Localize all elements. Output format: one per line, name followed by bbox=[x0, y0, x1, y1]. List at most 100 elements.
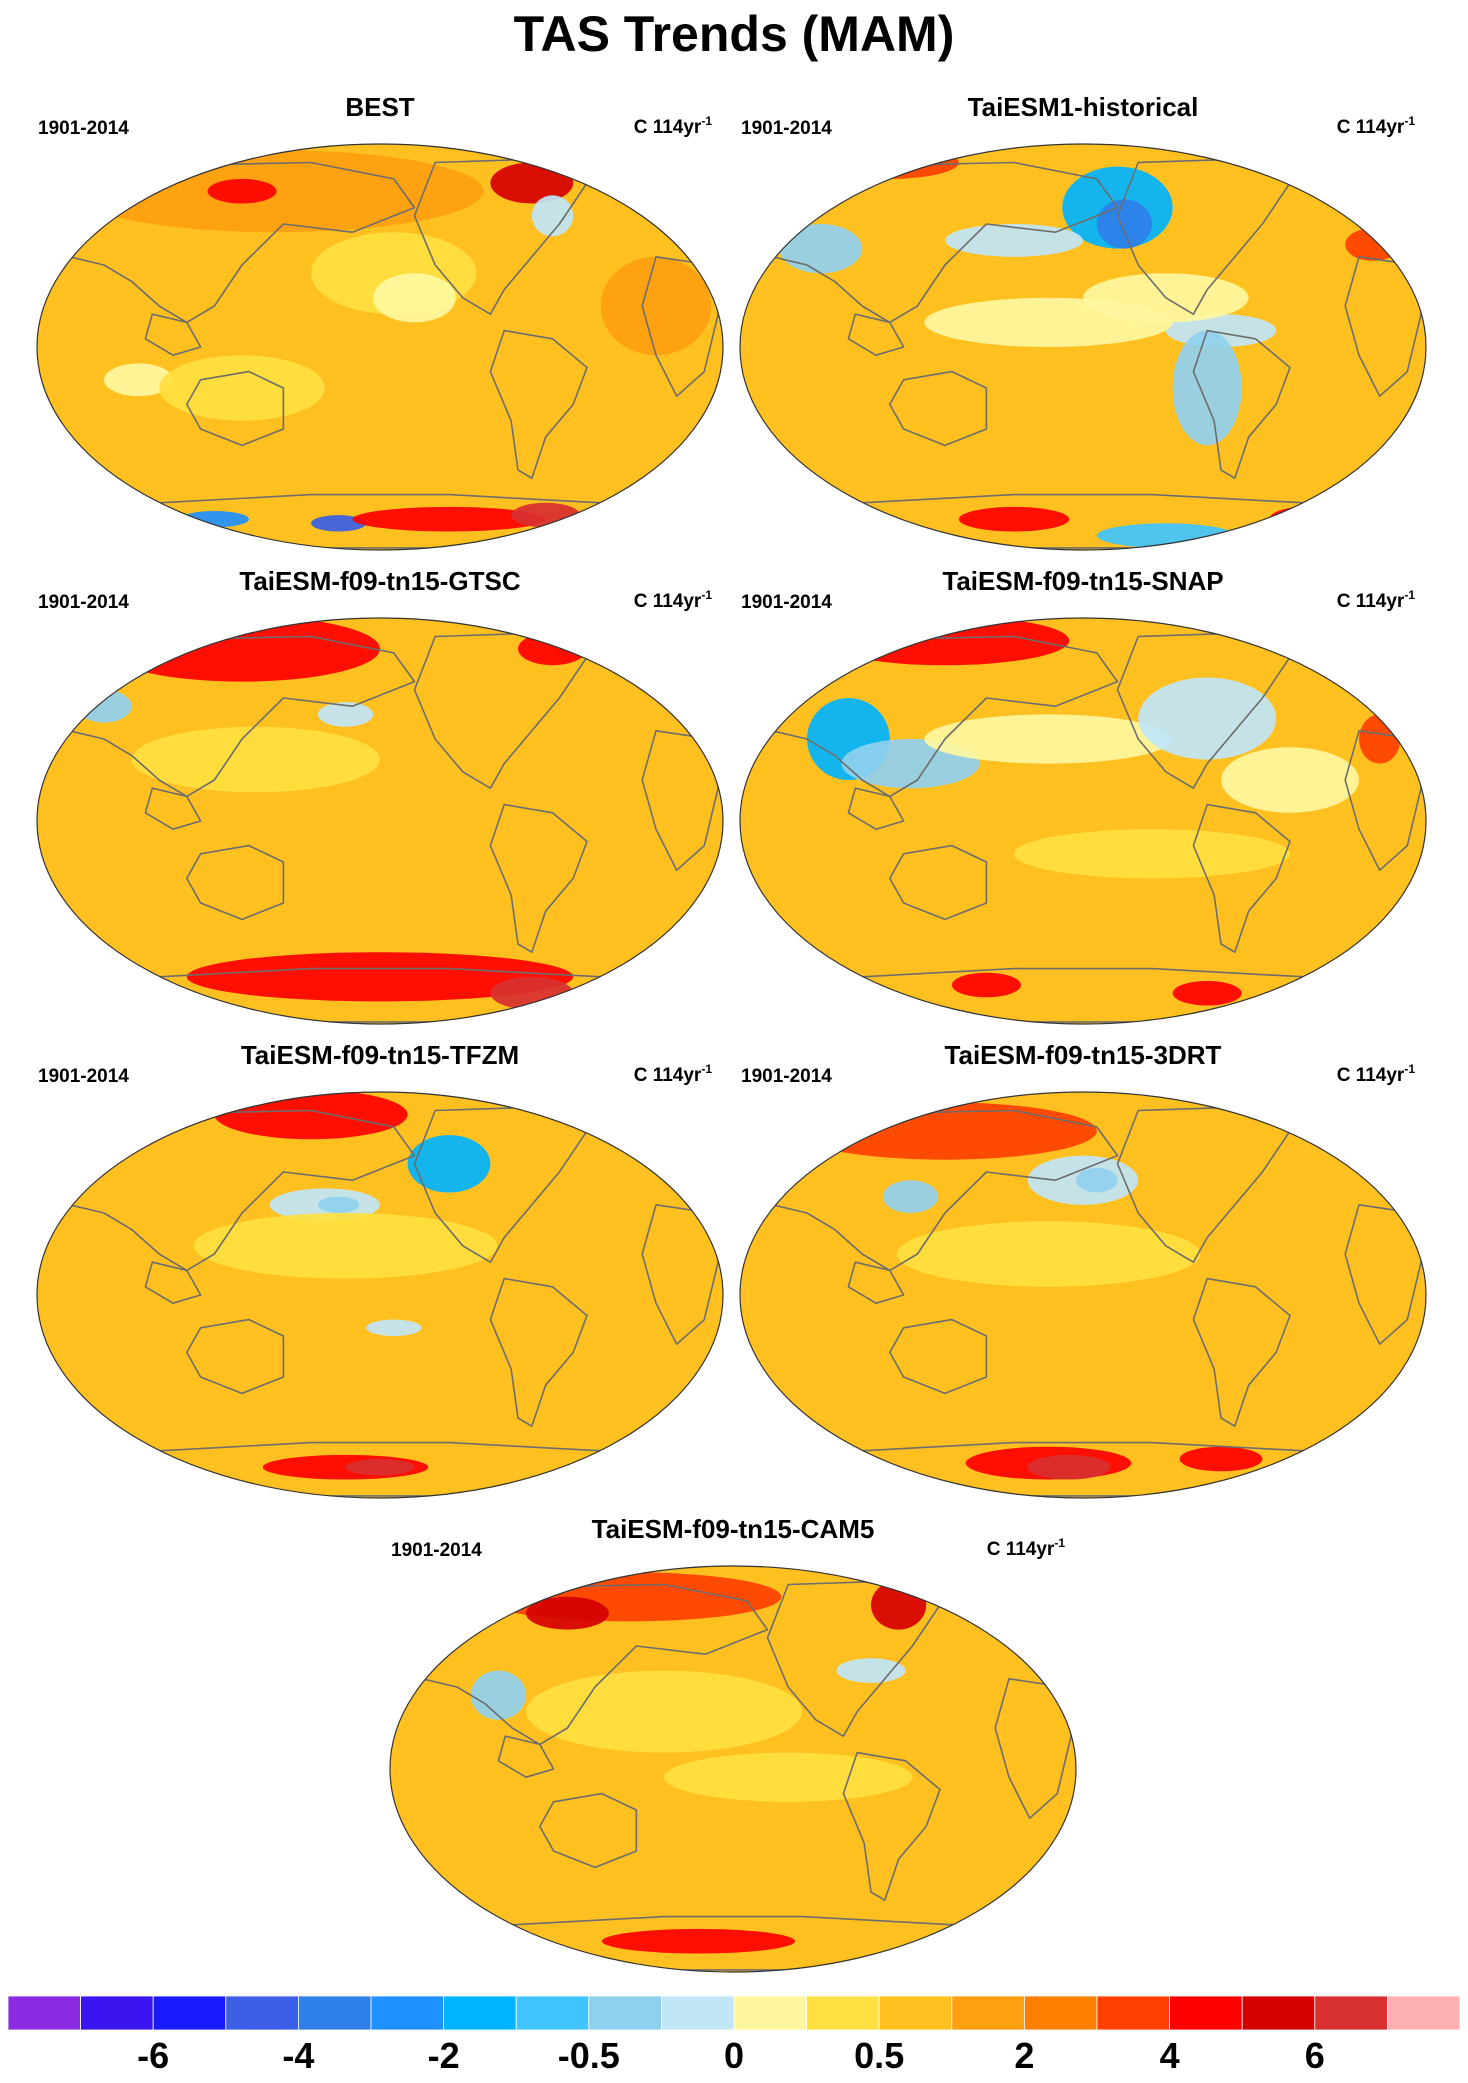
globe-frame bbox=[739, 1091, 1427, 1499]
continent-outline-asia bbox=[764, 635, 1119, 798]
anomaly-region bbox=[511, 502, 581, 528]
anomaly-region bbox=[793, 1102, 1097, 1160]
unit-label: C 114yr-1 bbox=[633, 114, 712, 138]
map-panel-best: BEST 1901-2014 C 114yr-1 bbox=[30, 92, 730, 552]
anomaly-region bbox=[131, 726, 380, 793]
colorbar-swatch bbox=[951, 1996, 1025, 2030]
anomaly-region bbox=[945, 224, 1083, 257]
unit-label: C 114yr-1 bbox=[633, 1062, 712, 1086]
anomaly-region bbox=[1345, 228, 1401, 261]
continent-outline-seasia bbox=[847, 787, 905, 830]
colorbar-swatch bbox=[661, 1996, 735, 2030]
colorbar-tick-label: 4 bbox=[1159, 2035, 1180, 2076]
anomaly-region bbox=[1269, 506, 1339, 532]
colorbar bbox=[8, 1996, 1460, 2030]
continent-outline-asia bbox=[61, 1109, 416, 1272]
colorbar-tick-label: 2 bbox=[1014, 2035, 1035, 2076]
panel-title: BEST bbox=[345, 92, 415, 122]
colorbar-swatch bbox=[588, 1996, 662, 2030]
continent-outline-australia bbox=[889, 1318, 988, 1395]
colorbar-swatch bbox=[1314, 1996, 1388, 2030]
anomaly-region bbox=[924, 714, 1173, 764]
anomaly-region bbox=[1096, 199, 1152, 249]
anomaly-region bbox=[207, 178, 277, 204]
continent-outline-australia bbox=[539, 1792, 638, 1869]
anomaly-region bbox=[407, 1135, 491, 1193]
globe-map bbox=[36, 1091, 724, 1499]
colorbar-swatch bbox=[733, 1996, 807, 2030]
panel-title: TaiESM-f09-tn15-3DRT bbox=[944, 1040, 1222, 1070]
anomaly-region bbox=[477, 1572, 782, 1622]
anomaly-region bbox=[600, 256, 712, 356]
anomaly-region bbox=[186, 952, 574, 1002]
anomaly-region bbox=[317, 702, 374, 727]
globe-map bbox=[739, 143, 1427, 551]
continent-outline-australia bbox=[186, 844, 285, 921]
colorbar-tick-label: 0 bbox=[723, 2035, 745, 2076]
anomaly-region bbox=[531, 195, 574, 237]
map-panel-cam5: TaiESM-f09-tn15-CAM5 1901-2014 C 114yr-1 bbox=[383, 1514, 1083, 1974]
colorbar-swatch bbox=[806, 1996, 880, 2030]
anomaly-region bbox=[1172, 330, 1242, 446]
colorbar-swatch bbox=[297, 1996, 372, 2030]
anomaly-region bbox=[951, 972, 1021, 998]
colorbar-tick-label: 0.5 bbox=[854, 2035, 905, 2076]
period-label: 1901-2014 bbox=[741, 118, 832, 139]
anomaly-region bbox=[214, 1092, 408, 1140]
continent-outline-asia bbox=[414, 1583, 769, 1746]
continent-outline-seasia bbox=[497, 1735, 555, 1778]
colorbar-swatch bbox=[1096, 1996, 1170, 2030]
continent-outline-asia bbox=[764, 1109, 1119, 1272]
anomaly-region bbox=[104, 618, 380, 682]
continent-outline-seasia bbox=[144, 787, 202, 830]
unit-label: C 114yr-1 bbox=[986, 1536, 1065, 1560]
continent-outline-australia bbox=[186, 370, 285, 447]
anomaly-region bbox=[526, 1596, 609, 1630]
continent-outline-samerica bbox=[489, 1277, 588, 1428]
colorbar-swatch bbox=[80, 1996, 154, 2030]
anomaly-region bbox=[1359, 714, 1401, 764]
anomaly-region bbox=[159, 355, 325, 421]
globe-frame bbox=[739, 617, 1427, 1025]
globe-map bbox=[36, 143, 724, 551]
main-title: TAS Trends (MAM) bbox=[513, 6, 955, 62]
unit-label: C 114yr-1 bbox=[1336, 114, 1415, 138]
continent-outline-samerica bbox=[842, 1751, 941, 1902]
colorbar-swatch bbox=[1169, 1996, 1243, 2030]
anomaly-region bbox=[664, 1752, 913, 1802]
globe-frame bbox=[36, 143, 724, 551]
continent-outline-samerica bbox=[1192, 803, 1291, 954]
continent-outline-samerica bbox=[1192, 1277, 1291, 1428]
anomaly-region bbox=[896, 1221, 1201, 1287]
continent-outline-australia bbox=[889, 844, 988, 921]
period-label: 1901-2014 bbox=[391, 1540, 482, 1561]
colorbar-tick-label: -4 bbox=[282, 2035, 315, 2076]
map-panel-snap: TaiESM-f09-tn15-SNAP 1901-2014 C 114yr-1 bbox=[733, 566, 1433, 1026]
period-label: 1901-2014 bbox=[741, 1066, 832, 1087]
anomaly-region bbox=[1221, 747, 1359, 813]
period-label: 1901-2014 bbox=[38, 1066, 129, 1087]
colorbar-swatch bbox=[1387, 1996, 1460, 2030]
panel-title: TaiESM-f09-tn15-SNAP bbox=[942, 566, 1224, 596]
colorbar-swatch bbox=[443, 1996, 517, 2030]
unit-label: C 114yr-1 bbox=[1336, 588, 1415, 612]
anomaly-region bbox=[490, 162, 574, 204]
anomaly-region bbox=[1138, 677, 1277, 760]
panel-title: TaiESM-f09-tn15-TFZM bbox=[240, 1040, 520, 1070]
anomaly-region bbox=[1076, 1167, 1118, 1193]
panel-title: TaiESM-f09-tn15-GTSC bbox=[239, 566, 521, 596]
continent-outline-samerica bbox=[489, 329, 588, 480]
map-panel-tfzm: TaiESM-f09-tn15-TFZM 1901-2014 C 114yr-1 bbox=[30, 1040, 730, 1500]
globe-frame bbox=[36, 617, 724, 1025]
continent-outline-asia bbox=[61, 161, 416, 324]
anomaly-region bbox=[779, 224, 863, 274]
unit-label: C 114yr-1 bbox=[633, 588, 712, 612]
continent-outline-asia bbox=[764, 161, 1119, 324]
colorbar-swatch bbox=[370, 1996, 444, 2030]
globe-map bbox=[36, 617, 724, 1025]
unit-label: C 114yr-1 bbox=[1336, 1062, 1415, 1086]
anomaly-region bbox=[836, 1658, 906, 1683]
anomaly-region bbox=[958, 506, 1070, 532]
anomaly-region bbox=[1179, 1446, 1263, 1472]
anomaly-region bbox=[193, 1213, 498, 1279]
